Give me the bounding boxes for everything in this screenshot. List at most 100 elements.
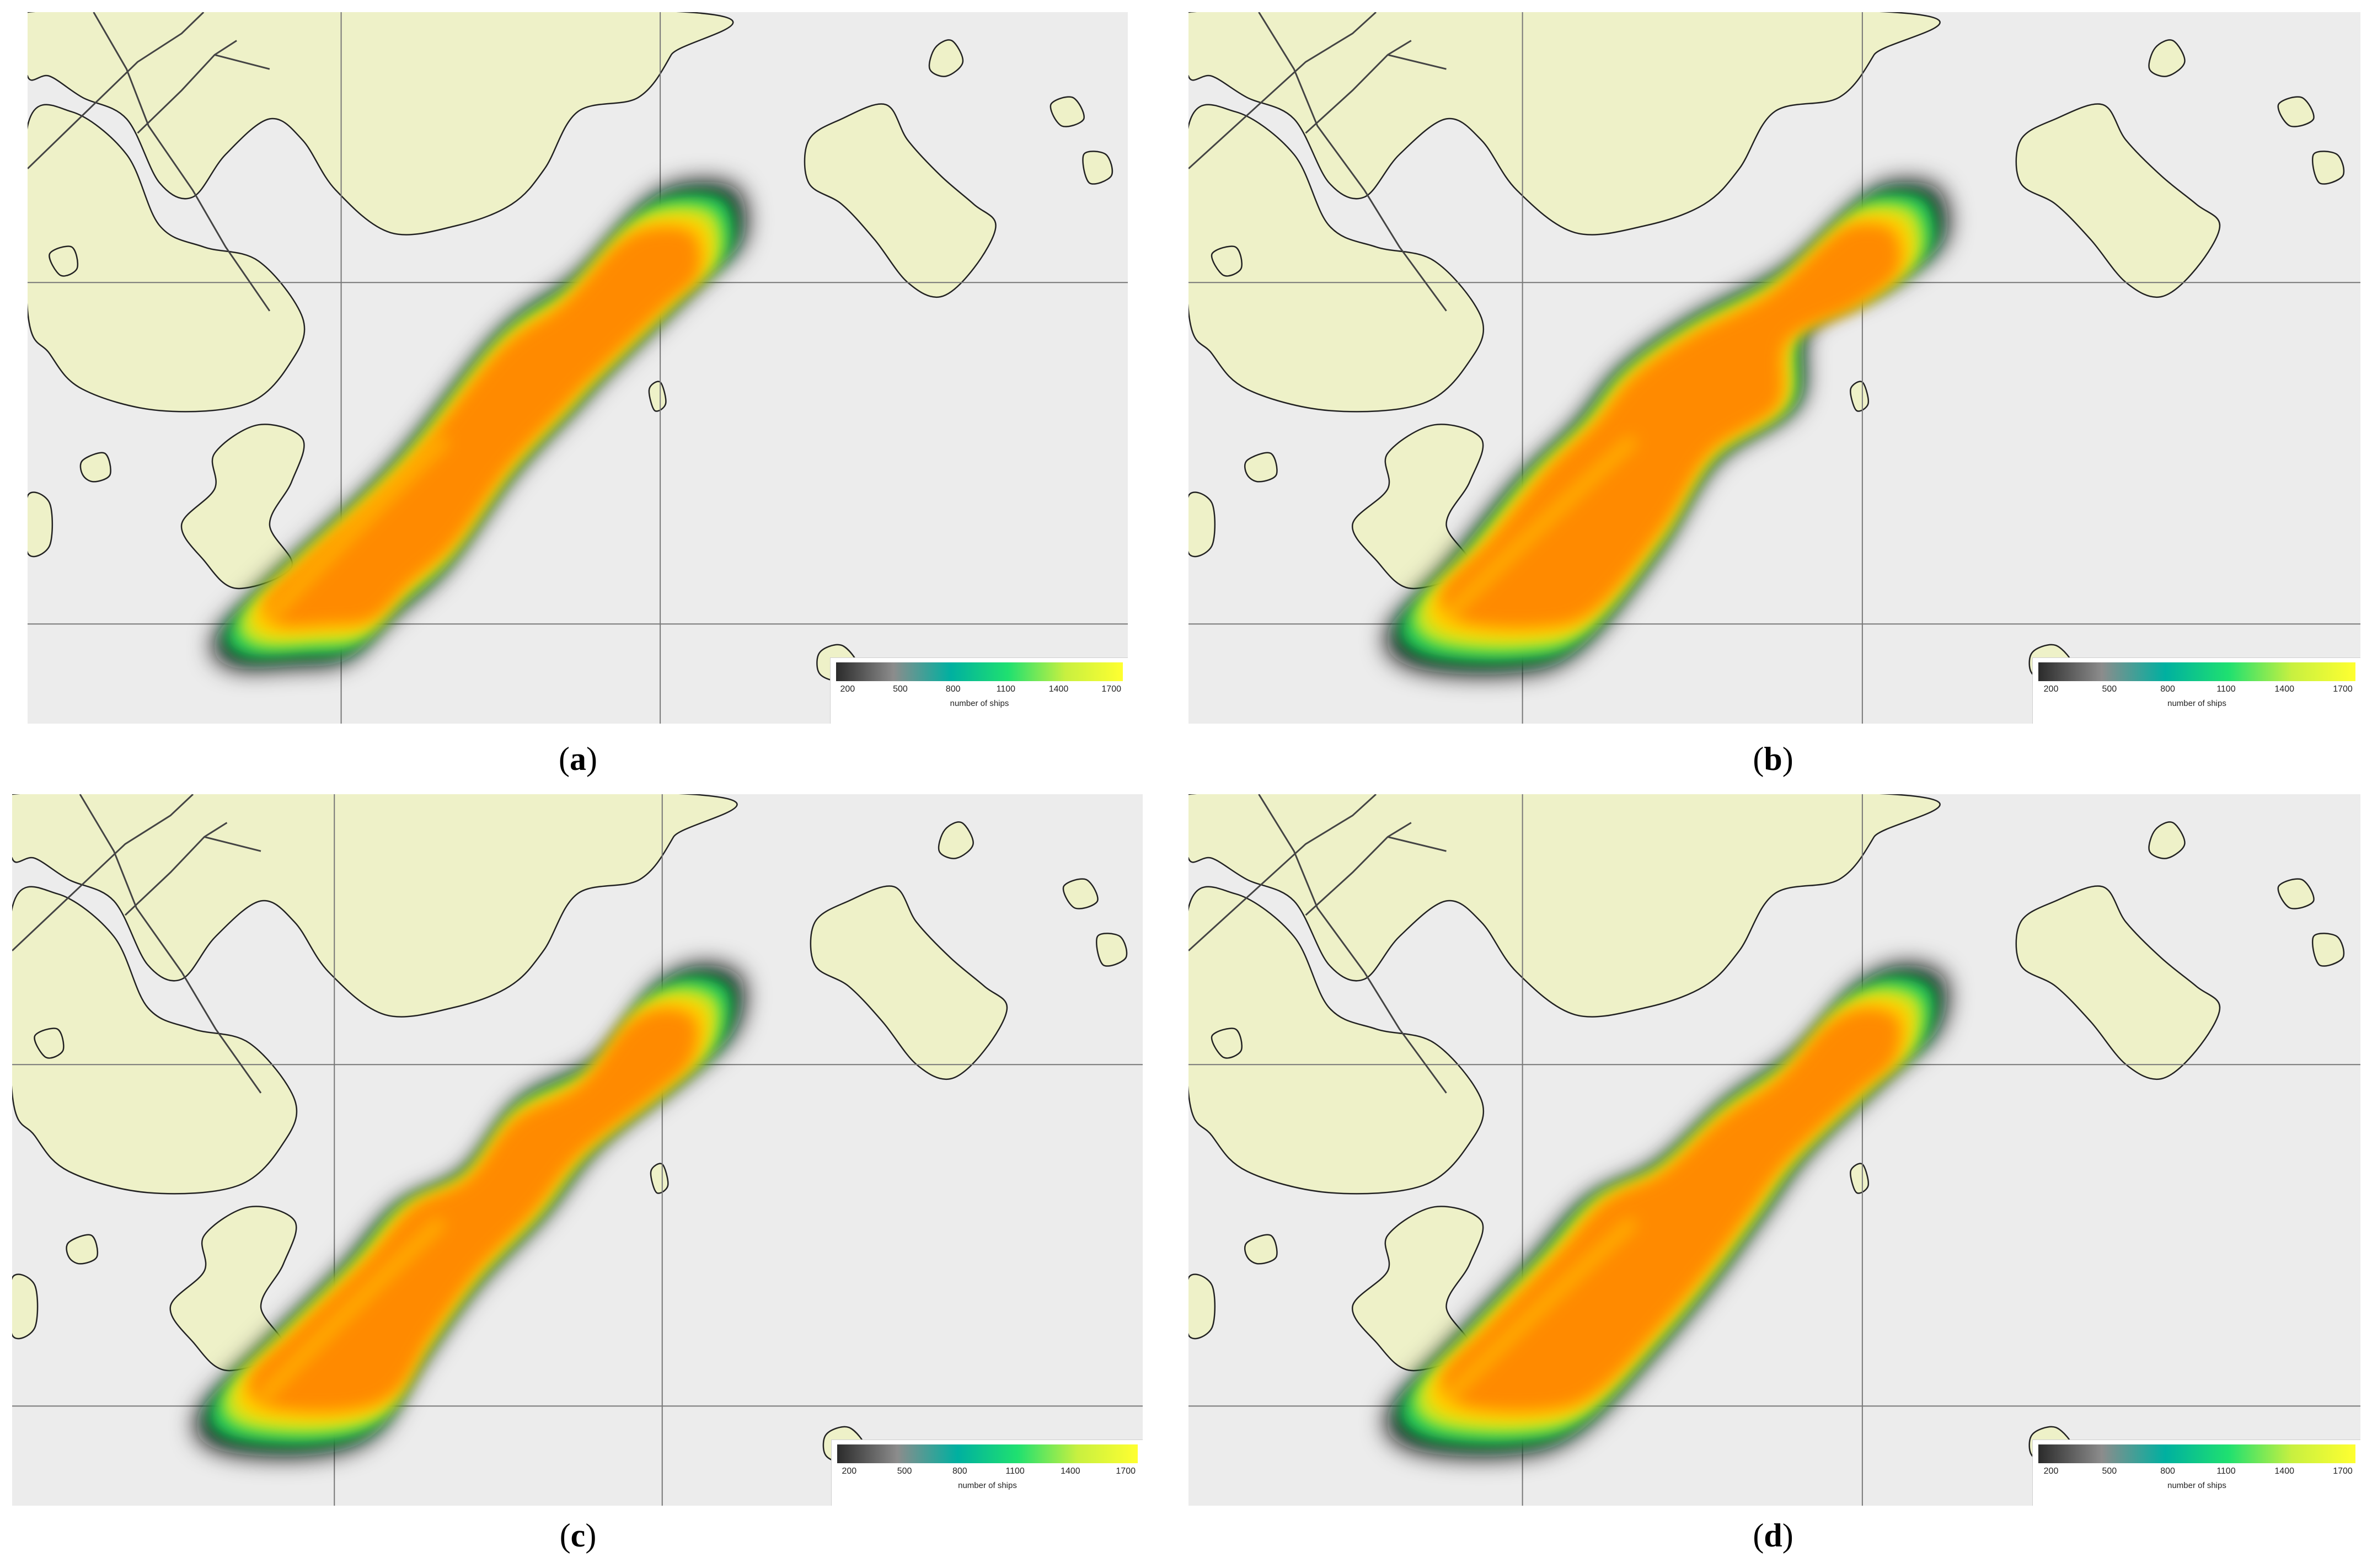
panel-caption-a: (a) (559, 741, 597, 777)
land-islet-7 (1050, 96, 1085, 127)
legend-tick-label: 800 (945, 684, 961, 694)
road-line (28, 12, 205, 169)
land-mainland-north (12, 794, 738, 1018)
legend-tick-label: 1700 (1101, 684, 1121, 694)
land-islet-4 (650, 1163, 669, 1194)
legend-tick-label: 1400 (2274, 1467, 2294, 1476)
legend-tick-label: 200 (840, 684, 855, 694)
land-islet-2 (28, 491, 53, 558)
land-peninsula-west (12, 886, 298, 1195)
legend-tick-label: 800 (2160, 1467, 2175, 1476)
road-line (1387, 53, 1447, 70)
land-peninsula-west (1188, 104, 1485, 413)
heatmap-map-b: 200 500 800 1100 1400 1700 number of ships (1188, 12, 2360, 724)
panel-caption-c: (c) (559, 1517, 597, 1554)
map-canvas-d (1188, 794, 2360, 1506)
road-line (1305, 822, 1412, 916)
heatmap-map-c: 200 500 800 1100 1400 1700 number of ships (12, 794, 1143, 1506)
panel-caption-d: (d) (1753, 1517, 1793, 1554)
heat-core (1439, 223, 1901, 628)
legend-c: 200 500 800 1100 1400 1700 number of ships (831, 1439, 1143, 1506)
land-islet-2 (12, 1273, 39, 1340)
land-islet-1 (2148, 39, 2186, 77)
legend-tick-label: 200 (842, 1467, 857, 1476)
land-islet-5 (79, 452, 111, 483)
land-islet-1 (928, 39, 964, 77)
legend-tick-label: 800 (952, 1467, 967, 1476)
legend-tick-label: 1100 (1005, 1467, 1025, 1476)
legend-colorbar (837, 1444, 1138, 1463)
legend-title: number of ships (2167, 1481, 2226, 1490)
land-islet-5 (1244, 1234, 1278, 1265)
land-islet-6 (34, 1028, 65, 1059)
land-mainland-north (1188, 12, 1941, 236)
land-mainland-north (1188, 794, 1941, 1018)
heatmap-map-a: 200 500 800 1100 1400 1700 number of ships (28, 12, 1128, 724)
road-line (204, 836, 261, 852)
heat-streak (1442, 1216, 1638, 1404)
legend-tick-label: 500 (2102, 684, 2117, 694)
land-islet-2 (1188, 1273, 1216, 1340)
road-line (137, 40, 237, 134)
road-line (1188, 12, 1377, 169)
legend-ticks: 200 500 800 1100 1400 1700 (837, 1467, 1138, 1481)
legend-ticks: 200 500 800 1100 1400 1700 (836, 684, 1123, 699)
land-islet-2 (1188, 491, 1216, 558)
legend-tick-label: 1400 (1048, 684, 1069, 694)
road-line (1305, 40, 1412, 134)
map-canvas-a (28, 12, 1128, 724)
land-islet-4 (1850, 1163, 1870, 1194)
heat-core (263, 227, 701, 627)
legend-tick-label: 1100 (2216, 684, 2236, 694)
legend-tick-label: 1700 (2333, 1467, 2353, 1476)
road-line (79, 794, 262, 1094)
legend-tick-label: 200 (2043, 684, 2059, 694)
road-line (12, 794, 194, 951)
land-islet-4 (648, 381, 667, 412)
heat-streak (256, 1217, 446, 1404)
legend-tick-label: 1700 (2333, 684, 2353, 694)
land-peninsula-west (1188, 886, 1485, 1195)
legend-b: 200 500 800 1100 1400 1700 number of ships (2032, 657, 2360, 724)
legend-colorbar (836, 662, 1123, 681)
land-islet-6 (49, 245, 79, 277)
legend-ticks: 200 500 800 1100 1400 1700 (2038, 1467, 2355, 1481)
land-island-east (2015, 885, 2221, 1080)
legend-tick-label: 800 (2160, 684, 2175, 694)
land-islet-7 (2277, 878, 2315, 909)
land-islet-6 (1211, 1028, 1243, 1059)
land-mainland-north (28, 12, 734, 236)
heat-core (1441, 1008, 1902, 1412)
road-line (93, 12, 271, 312)
land-islet-8 (2311, 933, 2345, 967)
land-islet-4 (1850, 381, 1870, 412)
road-line (124, 822, 228, 916)
land-island-east (804, 103, 997, 298)
legend-tick-label: 1400 (1061, 1467, 1080, 1476)
land-islet-8 (2311, 151, 2345, 185)
legend-tick-label: 500 (897, 1467, 912, 1476)
road-line (214, 53, 270, 70)
legend-title: number of ships (950, 699, 1009, 708)
road-line (1258, 12, 1447, 312)
land-islet-8 (1082, 151, 1113, 185)
land-island-east (810, 885, 1008, 1080)
panel-caption-b: (b) (1753, 741, 1793, 777)
legend-tick-label: 500 (2102, 1467, 2117, 1476)
heat-core (248, 1008, 698, 1412)
map-canvas-b (1188, 12, 2360, 724)
legend-tick-label: 1100 (2216, 1467, 2236, 1476)
legend-title: number of ships (2167, 699, 2226, 708)
legend-tick-label: 200 (2043, 1467, 2059, 1476)
legend-tick-label: 1700 (1116, 1467, 1136, 1476)
land-islet-1 (938, 821, 974, 859)
legend-title: number of ships (958, 1481, 1017, 1490)
land-islet-5 (1244, 452, 1278, 483)
road-line (1387, 836, 1447, 852)
heat-streak (1442, 434, 1638, 622)
heatmap-map-d: 200 500 800 1100 1400 1700 number of ships (1188, 794, 2360, 1506)
land-island-east (2015, 103, 2221, 298)
land-islet-7 (1062, 878, 1099, 909)
heat-streak (265, 435, 450, 622)
land-peninsula-west (28, 104, 306, 413)
